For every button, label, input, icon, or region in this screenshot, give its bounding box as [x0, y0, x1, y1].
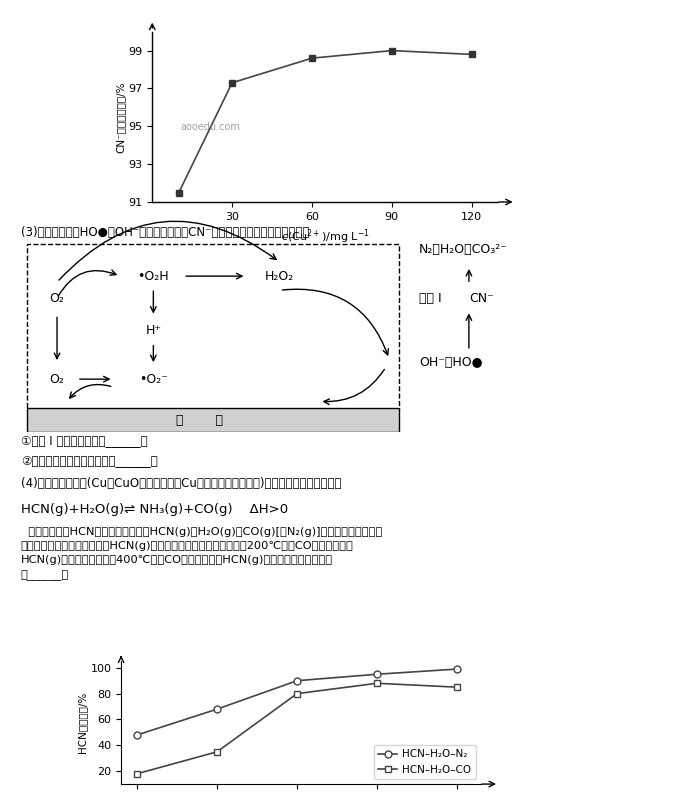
HCN–H₂O–CO [373, 679, 381, 688]
Text: N₂、H₂O、CO₃²⁻: N₂、H₂O、CO₃²⁻ [419, 243, 508, 257]
Line: HCN–H₂O–CO: HCN–H₂O–CO [134, 680, 460, 777]
Text: •O₂H: •O₂H [138, 269, 169, 283]
Text: ①反应 I 的离子方程式为______。: ①反应 I 的离子方程式为______。 [21, 434, 147, 447]
Text: O₂: O₂ [50, 372, 64, 386]
HCN–H₂O–N₂ [293, 676, 301, 685]
HCN–H₂O–CO [293, 689, 301, 699]
Text: 反应 I: 反应 I [419, 291, 441, 305]
Text: HCN(g)+H₂O(g)⇌ NH₃(g)+CO(g)    ΔH>0: HCN(g)+H₂O(g)⇌ NH₃(g)+CO(g) ΔH>0 [21, 503, 288, 516]
Text: •O₂⁻: •O₂⁻ [139, 372, 167, 386]
Text: aooedu.com: aooedu.com [180, 123, 240, 132]
HCN–H₂O–CO [213, 747, 221, 756]
Legend: HCN–H₂O–N₂, HCN–H₂O–CO: HCN–H₂O–N₂, HCN–H₂O–CO [374, 745, 475, 779]
Text: O₂: O₂ [50, 291, 64, 305]
Bar [27, 408, 399, 432]
Line: HCN–H₂O–N₂: HCN–H₂O–N₂ [134, 665, 460, 738]
Text: ②虚线方框内的过程可描述为______。: ②虚线方框内的过程可描述为______。 [21, 455, 158, 468]
HCN–H₂O–N₂ [213, 704, 221, 714]
HCN–H₂O–N₂ [453, 664, 461, 674]
HCN–H₂O–N₂ [373, 669, 381, 679]
HCN–H₂O–N₂ [133, 730, 141, 740]
Text: 除去废气中的HCN。将含相同比例的HCN(g)、H₂O(g)、CO(g)[或N₂(g)]混合气体分别通过催
化剂，反应相同的时间，测得HCN(g)的去除率随温度: 除去废气中的HCN。将含相同比例的HCN(g)、H₂O(g)、CO(g)[或N₂… [21, 527, 382, 581]
Y-axis label: CN⁻的氧化去除率/%: CN⁻的氧化去除率/% [116, 81, 125, 153]
Text: H₂O₂: H₂O₂ [265, 269, 294, 283]
Text: H⁺: H⁺ [145, 324, 161, 337]
Text: (4)在铜诺为催化剂(Cu、CuO为活性组分，Cu的催化活性效果更好)的条件下，可利用反应：: (4)在铜诺为催化剂(Cu、CuO为活性组分，Cu的催化活性效果更好)的条件下，… [21, 477, 341, 489]
HCN–H₂O–CO [133, 769, 141, 779]
Text: 电        极: 电 极 [176, 414, 224, 427]
X-axis label: $c$(Cu$^{2+}$)/mg L$^{-1}$: $c$(Cu$^{2+}$)/mg L$^{-1}$ [281, 227, 370, 246]
Text: OH⁻、HO●: OH⁻、HO● [419, 356, 482, 370]
Y-axis label: HCN的去除率/%: HCN的去除率/% [78, 692, 88, 753]
Text: (3)通过电激发生HO●和OH⁻可处理废水中的CN⁻，其可能的反应机理如图所示。: (3)通过电激发生HO●和OH⁻可处理废水中的CN⁻，其可能的反应机理如图所示。 [21, 226, 309, 238]
Text: CN⁻: CN⁻ [469, 291, 493, 305]
HCN–H₂O–CO [453, 683, 461, 692]
Bar [27, 244, 399, 409]
